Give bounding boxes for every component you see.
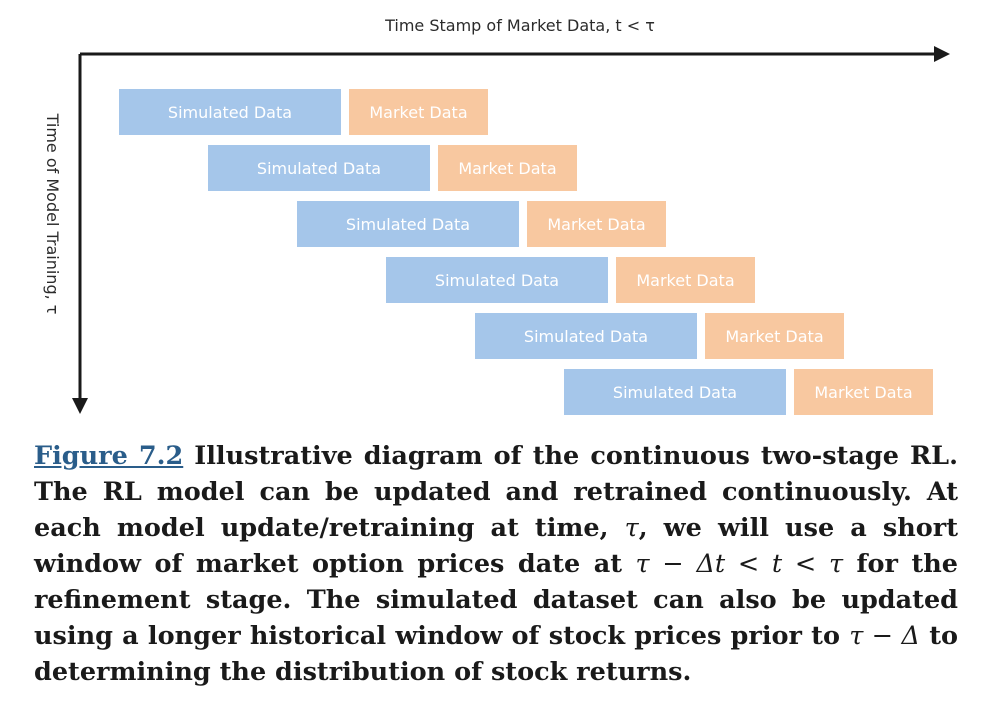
figure-caption: Figure 7.2 Illustrative diagram of the c… bbox=[34, 438, 958, 690]
simulated-data-block bbox=[297, 201, 519, 247]
market-data-block bbox=[349, 89, 488, 135]
simulated-data-label: Simulated Data bbox=[346, 215, 470, 234]
market-data-block bbox=[527, 201, 666, 247]
simulated-data-block bbox=[475, 313, 697, 359]
simulated-data-block bbox=[386, 257, 608, 303]
market-data-block bbox=[438, 145, 577, 191]
simulated-data-label: Simulated Data bbox=[524, 327, 648, 346]
simulated-data-block bbox=[564, 369, 786, 415]
data-row: Simulated Data Market Data bbox=[297, 201, 666, 247]
data-row: Simulated Data Market Data bbox=[208, 145, 577, 191]
x-axis-title: Time Stamp of Market Data, t < τ bbox=[384, 16, 655, 35]
figure-reference-link[interactable]: Figure 7.2 bbox=[34, 441, 184, 471]
caption-math-prior: τ − Δ bbox=[849, 621, 920, 651]
market-data-label: Market Data bbox=[458, 159, 556, 178]
data-row: Simulated Data Market Data bbox=[386, 257, 755, 303]
caption-math-window: τ − Δt < t < τ bbox=[635, 549, 844, 579]
simulated-data-block bbox=[208, 145, 430, 191]
y-axis-arrowhead bbox=[72, 398, 88, 414]
caption-text-3: for the refinement stage. The simulated … bbox=[34, 549, 958, 651]
data-rows: Simulated Data Market Data Simulated Data M… bbox=[119, 89, 933, 415]
data-row: Simulated Data Market Data bbox=[564, 369, 933, 415]
caption-text-4: to determining the distribution of stock… bbox=[34, 621, 958, 687]
simulated-data-label: Simulated Data bbox=[435, 271, 559, 290]
training-timeline-diagram: Time Stamp of Market Data, t < τ Time of… bbox=[43, 16, 950, 415]
simulated-data-label: Simulated Data bbox=[613, 383, 737, 402]
data-row: Simulated Data Market Data bbox=[119, 89, 488, 135]
y-axis-title: Time of Model Training, τ bbox=[43, 113, 62, 315]
simulated-data-block bbox=[119, 89, 341, 135]
x-axis-arrowhead bbox=[934, 46, 950, 62]
market-data-label: Market Data bbox=[725, 327, 823, 346]
market-data-block bbox=[705, 313, 844, 359]
market-data-block bbox=[616, 257, 755, 303]
simulated-data-label: Simulated Data bbox=[168, 103, 292, 122]
data-row: Simulated Data Market Data bbox=[475, 313, 844, 359]
market-data-label: Market Data bbox=[369, 103, 467, 122]
caption-math-tau: τ bbox=[624, 513, 639, 543]
market-data-label: Market Data bbox=[636, 271, 734, 290]
market-data-block bbox=[794, 369, 933, 415]
caption-text-2: , we will use a short window of market o… bbox=[34, 513, 958, 579]
simulated-data-label: Simulated Data bbox=[257, 159, 381, 178]
market-data-label: Market Data bbox=[814, 383, 912, 402]
market-data-label: Market Data bbox=[547, 215, 645, 234]
caption-text-1: Illustrative diagram of the continuous t… bbox=[34, 441, 958, 543]
